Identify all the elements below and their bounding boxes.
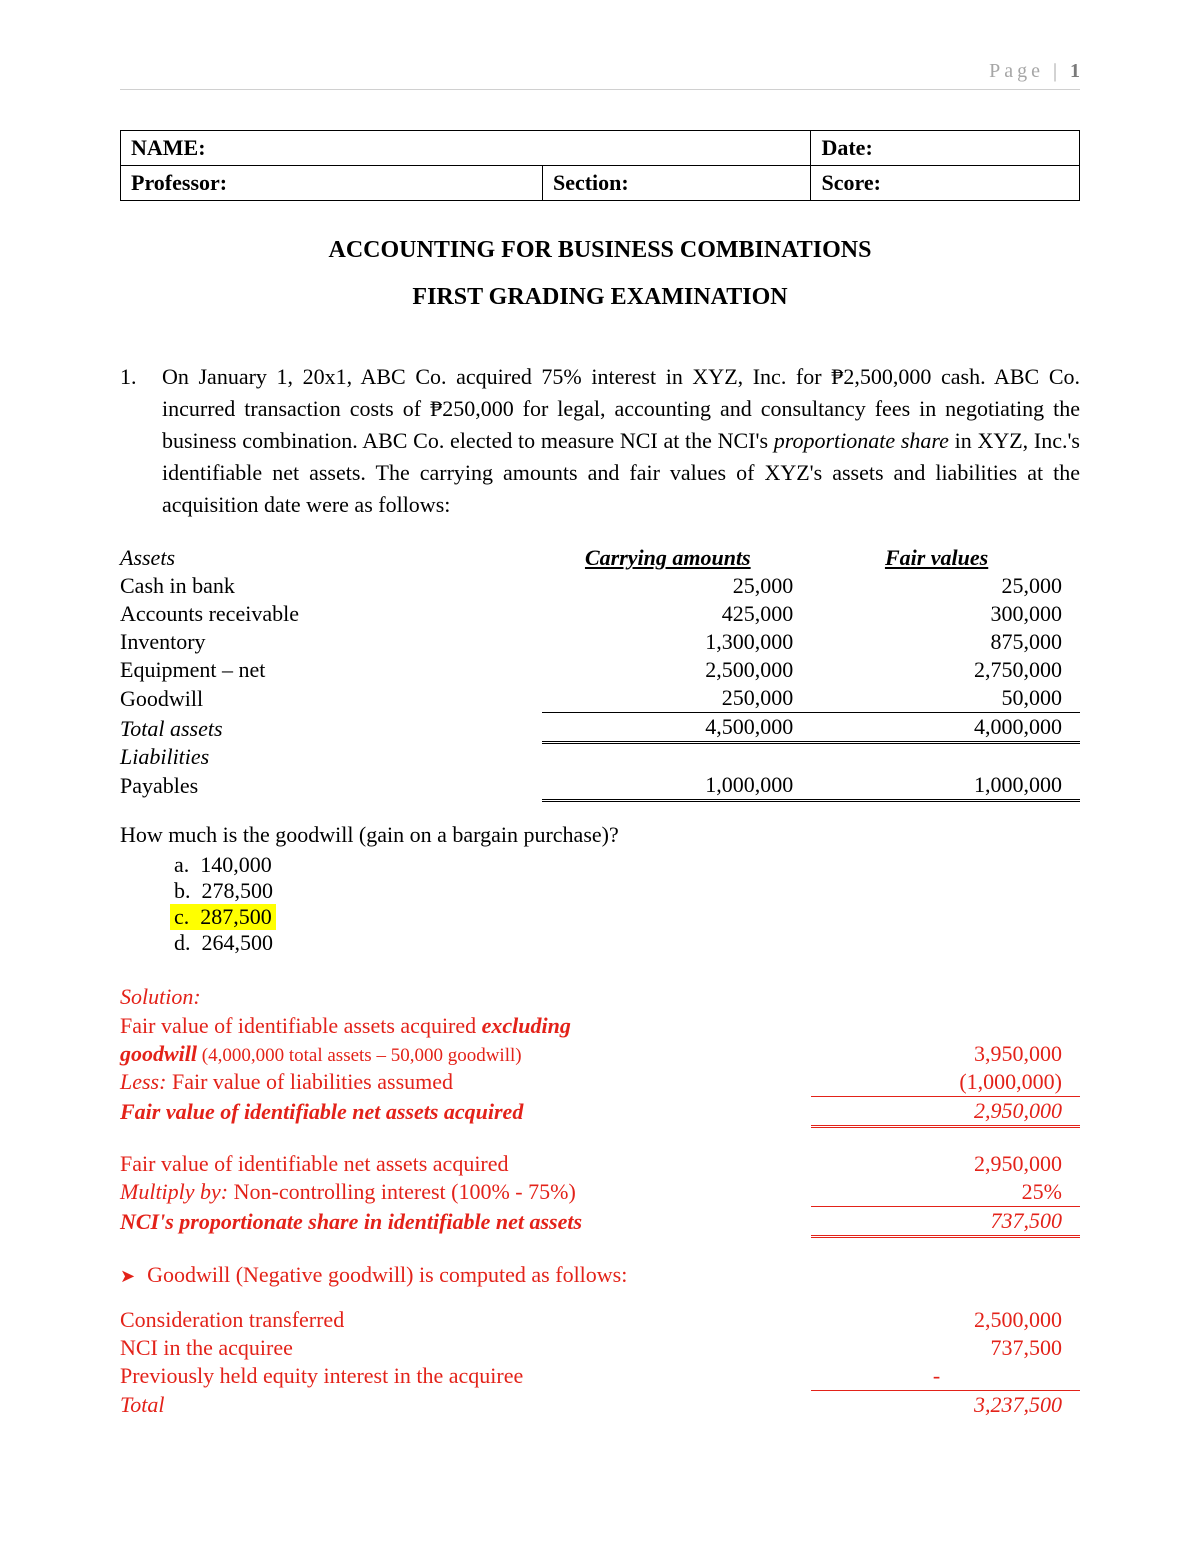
- option-c: c. 287,500: [170, 904, 276, 930]
- row-liabilities-header: Liabilities: [120, 743, 1080, 771]
- page-number: 1: [1070, 60, 1080, 82]
- solution-table-2: Fair value of identifiable net assets ac…: [120, 1150, 1080, 1238]
- page-separator: |: [1053, 60, 1061, 82]
- row-inventory: Inventory 1,300,000 875,000: [120, 628, 1080, 656]
- goodwill-computation-intro: ➤ Goodwill (Negative goodwill) is comput…: [120, 1262, 1080, 1288]
- student-info-table: NAME: Date: Professor: Section: Score:: [120, 130, 1080, 201]
- question-number: 1.: [120, 361, 148, 520]
- title-block: ACCOUNTING FOR BUSINESS COMBINATIONS FIR…: [120, 237, 1080, 311]
- option-a: a. 140,000: [170, 852, 276, 878]
- option-d: d. 264,500: [170, 930, 277, 956]
- date-cell: Date:: [811, 131, 1080, 166]
- carrying-header: Carrying amounts: [542, 544, 811, 572]
- section-cell: Section:: [542, 166, 811, 201]
- row-ar: Accounts receivable 425,000 300,000: [120, 600, 1080, 628]
- page-number-header: Page | 1: [120, 60, 1080, 90]
- solution-header: Solution:: [120, 984, 1080, 1010]
- exam-page: Page | 1 NAME: Date: Professor: Section:…: [0, 0, 1200, 1553]
- question-text: On January 1, 20x1, ABC Co. acquired 75%…: [162, 361, 1080, 520]
- fair-header: Fair values: [811, 544, 1080, 572]
- followup-question: How much is the goodwill (gain on a barg…: [120, 822, 1080, 848]
- row-cash: Cash in bank 25,000 25,000: [120, 572, 1080, 600]
- solution-table-1: Fair value of identifiable assets acquir…: [120, 1012, 1080, 1128]
- title-line1: ACCOUNTING FOR BUSINESS COMBINATIONS: [120, 237, 1080, 264]
- solution-block: Solution: Fair value of identifiable ass…: [120, 984, 1080, 1419]
- bullet-arrow-icon: ➤: [120, 1266, 135, 1287]
- row-payables: Payables 1,000,000 1,000,000: [120, 771, 1080, 801]
- row-equipment: Equipment – net 2,500,000 2,750,000: [120, 656, 1080, 684]
- row-total-assets: Total assets 4,500,000 4,000,000: [120, 713, 1080, 743]
- answer-options: a. 140,000 b. 278,500 c. 287,500 d. 264,…: [170, 852, 1080, 956]
- option-b: b. 278,500: [170, 878, 277, 904]
- solution-table-3: Consideration transferred 2,500,000 NCI …: [120, 1306, 1080, 1419]
- title-line2: FIRST GRADING EXAMINATION: [120, 284, 1080, 311]
- page-label: Page: [989, 60, 1044, 82]
- name-cell: NAME:: [121, 131, 811, 166]
- question-text-italic: proportionate share: [774, 428, 949, 453]
- balance-sheet-table: Assets Carrying amounts Fair values Cash…: [120, 544, 1080, 802]
- professor-cell: Professor:: [121, 166, 543, 201]
- row-goodwill: Goodwill 250,000 50,000: [120, 684, 1080, 713]
- assets-header: Assets: [120, 544, 542, 572]
- question-1: 1. On January 1, 20x1, ABC Co. acquired …: [120, 361, 1080, 520]
- score-cell: Score:: [811, 166, 1080, 201]
